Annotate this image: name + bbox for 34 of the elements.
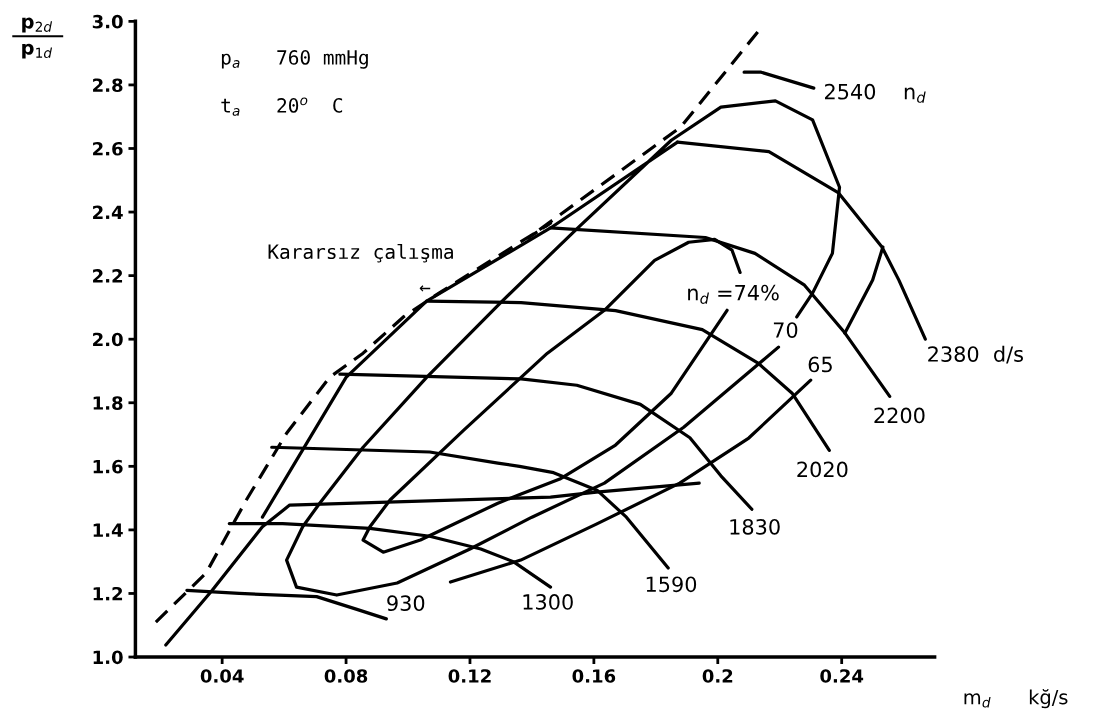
y-tick-label: 1.2 <box>93 586 123 601</box>
series-label: 70 <box>773 322 798 338</box>
y-tick-label: 1.0 <box>93 650 123 665</box>
series-label: 2540 n$_{d}$ <box>824 83 926 103</box>
x-tick-label: 0.2 <box>702 669 733 683</box>
y-tick-label: 1.4 <box>93 523 123 537</box>
y-tick-label: 2.0 <box>93 332 123 347</box>
series-label: 2020 <box>797 461 848 478</box>
y-tick-label: 3.0 <box>92 14 123 29</box>
y-tick-label: 2.4 <box>93 205 123 219</box>
series-label: 1300 <box>523 594 573 610</box>
x-tick-label: 0.08 <box>324 669 368 683</box>
text: t$_{a}$ 20$^{o}$ C <box>221 97 343 116</box>
series-label: n$_{d}$ =74% <box>688 284 779 304</box>
series-label: 1830 <box>730 518 780 535</box>
y-tick-label: 1.6 <box>93 459 123 474</box>
text: m$_{d}$ kğ/s <box>964 688 1068 709</box>
y-tick-label: 2.6 <box>93 141 123 156</box>
annotation: ← <box>419 285 431 292</box>
x-tick-label: 0.12 <box>448 669 491 683</box>
series-label: 930 <box>387 595 425 612</box>
y-tick-label: 1.8 <box>93 396 123 410</box>
x-tick-label: 0.16 <box>572 669 616 683</box>
series-label: 1590 <box>646 576 697 593</box>
annotation: Kararsız çalışma <box>268 243 453 263</box>
series-label: 65 <box>808 356 832 373</box>
series-label: 2380 d/s <box>928 345 1023 364</box>
series-label: 2200 <box>874 407 925 424</box>
y-axis-title: p$_{2d}$ p$_{1d}$ <box>22 17 53 59</box>
x-tick-label: 0.04 <box>200 669 244 683</box>
x-tick-label: 0.24 <box>820 669 864 683</box>
y-tick-label: 2.2 <box>93 269 123 283</box>
y-tick-label: 2.8 <box>93 78 123 93</box>
text: p$_{a}$ 760 mmHg <box>221 50 368 69</box>
